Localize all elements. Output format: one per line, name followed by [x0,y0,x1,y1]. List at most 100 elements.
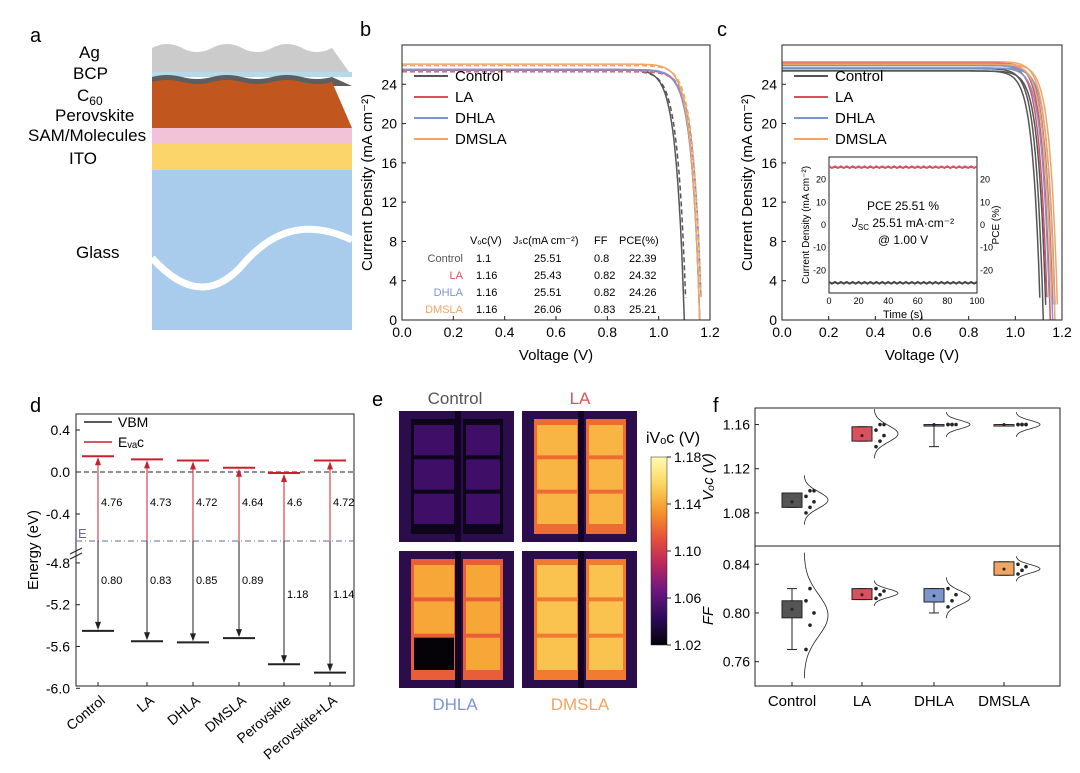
y-tick-label: 4 [769,273,777,289]
x-tick-label: 1.0 [649,324,669,340]
workfunction-label: 4.6 [287,497,302,509]
table-header-pce: PCE(%) [619,235,659,247]
box [781,492,803,508]
data-point [1024,422,1028,427]
inset-y2-tick-label: 0 [980,220,985,230]
inset-y-tick-label: 10 [816,197,826,207]
y-tick-label: -0.4 [46,506,70,522]
inset-x-tick-label: 100 [969,296,984,306]
inset-jsc-trace [828,280,978,285]
y-tick-label: 24 [761,76,777,92]
table-cell-jsc: 26.06 [534,304,562,316]
legend-label-evac: Eᵥₐᴄ [118,434,144,450]
data-point [812,611,816,615]
table-cell-pce: 22.39 [629,253,657,265]
table-cell-ff: 0.82 [594,270,615,282]
y-tick-label: 1.12 [723,461,750,477]
inset-y2-tick-label: 10 [980,197,990,207]
table-row-name: LA [450,270,464,282]
x-tick-label: 0.4 [495,324,515,340]
y-tick-label: 0 [769,312,777,328]
y-tick-label: 24 [381,76,397,92]
axis-break [69,547,83,555]
map-pad [589,459,623,490]
map-pad [414,459,454,490]
colorbar-tick-label: 1.10 [674,543,701,559]
data-point [882,589,886,593]
y-tick-label: 0.84 [723,556,750,572]
wf-arrowhead [144,460,150,469]
label-glass: Glass [76,243,119,262]
y-tick-label: 0.76 [723,654,750,670]
map-pad [466,601,500,634]
inset-x-tick-label: 80 [942,296,952,306]
x-tick-label: 0.2 [444,324,464,340]
table-row-name: DMSLA [425,304,464,316]
data-point [1020,568,1024,573]
y-tick-label: 12 [381,194,397,210]
table-cell-ff: 0.82 [594,287,615,299]
curve-dhla [782,64,1054,321]
table-header-jsc: Jₛᴄ(mA cm⁻²) [513,235,579,247]
y-tick-label: 8 [389,233,397,249]
workfunction-label: 4.76 [101,497,122,509]
map-pad [537,637,577,670]
table-cell-voc: 1.16 [476,270,497,282]
x-tick-label: DHLA [164,692,203,729]
map-pad [466,459,500,490]
box-mean [860,434,864,438]
box-mean [790,500,794,504]
label-ito: ITO [69,149,97,168]
y-tick-label: 4 [389,273,397,289]
label-bcp: BCP [73,64,108,83]
map-pad [466,425,500,456]
distribution-curve [803,552,829,679]
data-point [954,422,958,427]
ag-layer [152,44,352,76]
data-point [874,428,878,432]
curve-dmsla [782,60,1056,321]
map-pad [466,637,500,670]
map-pad [537,565,577,598]
jv-chart-c: 0.0 0.2 0.4 0.6 0.8 1.0 1.2 0 4 8 12 16 20 24 Voltage … [739,44,1072,364]
map-label-la: LA [570,389,591,408]
box-mean [1002,423,1006,427]
ito-layer [152,143,352,170]
box-mean [790,607,794,611]
data-point [1020,422,1024,427]
data-point [804,647,808,652]
data-point [874,444,878,449]
data-point [874,596,878,601]
map-pad [589,565,623,598]
distribution-curve [1015,412,1041,438]
legend-label-dmsla: DMSLA [455,131,507,148]
inset-y2-tick-label: -20 [980,265,993,275]
table-cell-ff: 0.83 [594,304,615,316]
table-header-voc: Vₒᴄ(V) [470,235,502,247]
curve-dhla [402,68,701,321]
subplot-frame [754,407,1061,547]
data-point [1024,564,1028,569]
panel-label-a: a [30,25,42,47]
map-pad [589,425,623,456]
map-divider [578,551,584,688]
data-point [804,598,808,603]
workfunction-label: 4.72 [196,497,217,509]
vbm-arrowhead [144,632,150,641]
data-point [808,505,812,510]
curve-la [402,69,701,321]
x-tick-label: 0.8 [959,324,979,340]
curve-dmsla [402,64,702,298]
y-axis-label: FF [700,606,717,625]
vbm-ef-label: 1.14 [333,589,354,601]
inset-y2-axis-label: PCE (%) [991,206,1002,245]
y-tick-label: 20 [761,116,777,132]
colorbar-title: iVₒᴄ (V) [646,430,700,447]
y-axis-label: Current Density (mA cm⁻²) [739,94,756,271]
y-tick-label: 20 [381,116,397,132]
curve-dmsla [402,63,701,321]
map-label-dmsla: DMSLA [551,695,610,714]
x-tick-label: 0.2 [819,324,839,340]
table-cell-ff: 0.8 [594,253,609,265]
data-point [808,623,812,627]
